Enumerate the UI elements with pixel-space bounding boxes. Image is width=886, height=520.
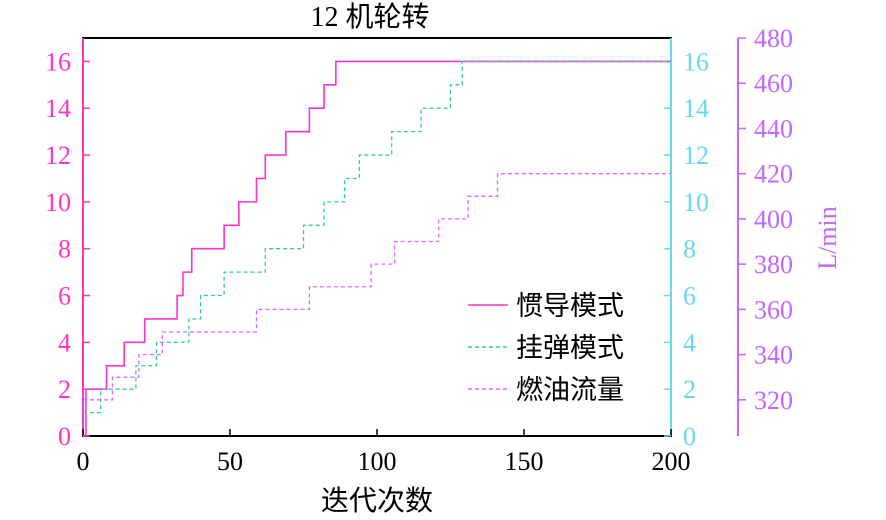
x-tick-label: 200 (652, 447, 691, 476)
series-line-mid (83, 60, 671, 414)
left-tick-label: 0 (58, 422, 71, 451)
left-tick-label: 16 (45, 47, 71, 76)
series-line-left (83, 60, 671, 437)
x-tick-label: 0 (77, 447, 90, 476)
x-tick-label: 50 (217, 447, 243, 476)
right-axis-label: L/min (813, 206, 842, 270)
legend-label: 燃油流量 (516, 375, 624, 405)
series-layer (83, 60, 671, 437)
right-tick-label: 480 (754, 24, 793, 53)
left-tick-label: 2 (58, 375, 71, 404)
mid-tick-label: 14 (683, 94, 709, 123)
right-tick-label: 400 (754, 205, 793, 234)
right-tick-label: 460 (754, 69, 793, 98)
x-axis-label: 迭代次数 (321, 485, 433, 517)
legend-label: 惯导模式 (516, 291, 624, 321)
right-axis-ticks: 320 340 360 380 400 420 440 460 480 (738, 24, 793, 415)
x-axis-ticks: 0 50 100 150 200 (77, 429, 691, 476)
left-axis-ticks: 0 2 4 6 8 10 12 14 16 (45, 47, 90, 451)
left-tick-label: 14 (45, 94, 71, 123)
right-tick-label: 420 (754, 160, 793, 189)
left-tick-label: 10 (45, 188, 71, 217)
right-tick-label: 360 (754, 295, 793, 324)
left-tick-label: 12 (45, 141, 71, 170)
mid-tick-label: 4 (683, 328, 696, 357)
right-tick-label: 380 (754, 250, 793, 279)
x-tick-label: 100 (358, 447, 397, 476)
left-tick-label: 6 (58, 282, 71, 311)
legend-label: 挂弹模式 (516, 333, 624, 363)
mid-tick-label: 8 (683, 235, 696, 264)
mid-tick-label: 12 (683, 141, 709, 170)
left-tick-label: 8 (58, 235, 71, 264)
mid-tick-label: 6 (683, 282, 696, 311)
mid-tick-label: 2 (683, 375, 696, 404)
mid-axis-ticks: 0 2 4 6 8 10 12 14 16 (664, 47, 709, 451)
right-tick-label: 440 (754, 114, 793, 143)
right-tick-label: 320 (754, 386, 793, 415)
series-line-right (83, 173, 671, 401)
mid-tick-label: 16 (683, 47, 709, 76)
mid-tick-label: 0 (683, 422, 696, 451)
right-tick-label: 340 (754, 341, 793, 370)
x-tick-label: 150 (505, 447, 544, 476)
left-tick-label: 4 (58, 328, 71, 357)
chart-title: 12 机轮转 (310, 1, 429, 33)
mid-tick-label: 10 (683, 188, 709, 217)
